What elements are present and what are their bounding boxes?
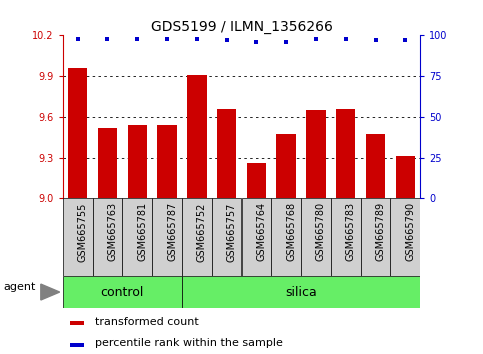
Bar [331, 198, 361, 276]
Bar [70, 321, 84, 325]
Point [74, 36, 82, 41]
Bar [187, 75, 207, 198]
Text: GSM665789: GSM665789 [376, 202, 385, 261]
Text: GSM665757: GSM665757 [227, 202, 237, 262]
Point [223, 38, 230, 43]
Bar [271, 198, 301, 276]
Bar [366, 135, 385, 198]
Bar [396, 156, 415, 198]
Bar [63, 198, 93, 276]
Text: agent: agent [3, 282, 36, 292]
Bar [390, 198, 420, 276]
Text: transformed count: transformed count [95, 317, 199, 327]
Bar [247, 163, 266, 198]
Bar [152, 198, 182, 276]
Bar [98, 128, 117, 198]
Point [342, 36, 350, 41]
Bar [361, 198, 390, 276]
Bar [68, 68, 87, 198]
Text: GSM665780: GSM665780 [316, 202, 326, 261]
Text: control: control [100, 286, 144, 298]
Text: GSM665781: GSM665781 [137, 202, 147, 261]
Bar [212, 198, 242, 276]
Text: GSM665790: GSM665790 [405, 202, 415, 261]
Bar [182, 276, 420, 308]
Bar [70, 343, 84, 347]
Bar [306, 110, 326, 198]
Bar [301, 198, 331, 276]
Polygon shape [41, 284, 60, 300]
Text: GSM665787: GSM665787 [167, 202, 177, 261]
Text: GSM665752: GSM665752 [197, 202, 207, 262]
Bar [157, 125, 177, 198]
Point [104, 36, 112, 41]
Point [401, 38, 409, 43]
Bar [182, 198, 212, 276]
Bar [242, 198, 271, 276]
Bar [122, 198, 152, 276]
Title: GDS5199 / ILMN_1356266: GDS5199 / ILMN_1356266 [151, 21, 332, 34]
Text: percentile rank within the sample: percentile rank within the sample [95, 338, 283, 348]
Bar [63, 276, 182, 308]
Point [193, 36, 201, 41]
Bar [276, 135, 296, 198]
Bar [128, 125, 147, 198]
Text: GSM665755: GSM665755 [78, 202, 88, 262]
Point [282, 39, 290, 45]
Bar [93, 198, 122, 276]
Point [163, 36, 171, 41]
Text: silica: silica [285, 286, 317, 298]
Text: GSM665763: GSM665763 [108, 202, 117, 261]
Bar [336, 109, 355, 198]
Text: GSM665768: GSM665768 [286, 202, 296, 261]
Bar [217, 109, 236, 198]
Point [133, 36, 141, 41]
Text: GSM665783: GSM665783 [346, 202, 356, 261]
Text: GSM665764: GSM665764 [256, 202, 267, 261]
Point [372, 38, 380, 43]
Point [253, 39, 260, 45]
Point [312, 36, 320, 41]
